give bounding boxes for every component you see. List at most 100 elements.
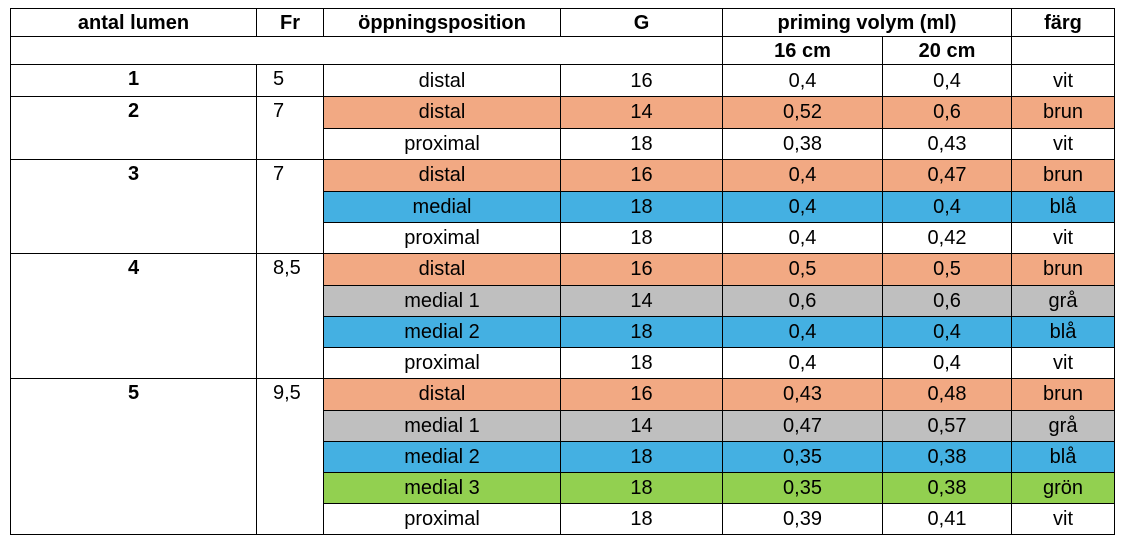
position-cell: proximal <box>323 127 561 160</box>
gauge-cell: 18 <box>560 471 723 504</box>
position-cell: medial 1 <box>323 409 561 442</box>
fr-cell <box>256 285 324 316</box>
gauge-cell: 18 <box>560 346 723 379</box>
fr-cell <box>256 128 324 160</box>
volume-20-cell: 0,43 <box>882 127 1012 160</box>
color-cell: vit <box>1011 64 1115 97</box>
volume-20-cell: 0,4 <box>882 190 1012 223</box>
volume-20-cell: 0,4 <box>882 346 1012 379</box>
fr-cell <box>256 316 324 347</box>
table-row: 3 7 distal 16 0,4 0,47 brun <box>10 159 1115 192</box>
fr-cell <box>256 222 324 254</box>
lumen-cell <box>10 410 257 441</box>
header-cell: färg <box>1011 8 1115 37</box>
lumen-cell: 2 <box>10 96 257 128</box>
subheader-cell: 16 cm <box>722 36 883 65</box>
table-row: medial 2 18 0,35 0,38 blå <box>10 440 1115 473</box>
volume-20-cell: 0,4 <box>882 64 1012 97</box>
table-row: 5 9,5 distal 16 0,43 0,48 brun <box>10 378 1115 411</box>
table-body: 1 5 distal 16 0,4 0,4 vit 2 7 distal 14 0,52 0,6 brun… <box>10 64 1115 535</box>
lumen-cell: 1 <box>10 64 257 97</box>
gauge-cell: 18 <box>560 221 723 254</box>
volume-16-cell: 0,35 <box>722 471 883 504</box>
header-cell: antal lumen <box>10 8 257 37</box>
gauge-cell: 16 <box>560 253 723 286</box>
fr-cell: 7 <box>256 159 324 191</box>
header-cell: öppningsposition <box>323 8 561 37</box>
header-cell: G <box>560 8 723 37</box>
subheader-cell: 20 cm <box>882 36 1012 65</box>
table: antal lumen Fr öppningsposition G primin… <box>10 8 1115 535</box>
lumen-cell <box>10 503 257 535</box>
empty-cell <box>1011 36 1115 65</box>
gauge-cell: 18 <box>560 127 723 160</box>
position-cell: medial 3 <box>323 471 561 504</box>
color-cell: vit <box>1011 346 1115 379</box>
table-row: proximal 18 0,38 0,43 vit <box>10 127 1115 160</box>
position-cell: distal <box>323 253 561 286</box>
gauge-cell: 16 <box>560 64 723 97</box>
fr-cell <box>256 441 324 472</box>
volume-16-cell: 0,5 <box>722 253 883 286</box>
gauge-cell: 18 <box>560 315 723 348</box>
fr-cell <box>256 410 324 441</box>
volume-16-cell: 0,4 <box>722 315 883 348</box>
color-cell: vit <box>1011 127 1115 160</box>
volume-16-cell: 0,4 <box>722 64 883 97</box>
volume-20-cell: 0,47 <box>882 159 1012 192</box>
volume-16-cell: 0,4 <box>722 159 883 192</box>
volume-20-cell: 0,57 <box>882 409 1012 442</box>
table-row: 1 5 distal 16 0,4 0,4 vit <box>10 64 1115 97</box>
volume-20-cell: 0,5 <box>882 253 1012 286</box>
table-row: proximal 18 0,4 0,4 vit <box>10 346 1115 379</box>
color-cell: grön <box>1011 471 1115 504</box>
volume-20-cell: 0,41 <box>882 502 1012 535</box>
table-row: medial 3 18 0,35 0,38 grön <box>10 471 1115 504</box>
lumen-cell <box>10 441 257 472</box>
color-cell: vit <box>1011 502 1115 535</box>
lumen-cell <box>10 316 257 347</box>
volume-20-cell: 0,6 <box>882 284 1012 317</box>
color-cell: brun <box>1011 378 1115 411</box>
volume-16-cell: 0,38 <box>722 127 883 160</box>
lumen-cell <box>10 222 257 254</box>
gauge-cell: 14 <box>560 96 723 129</box>
header-cell: priming volym (ml) <box>722 8 1012 37</box>
table-row: proximal 18 0,4 0,42 vit <box>10 221 1115 254</box>
position-cell: medial 2 <box>323 440 561 473</box>
volume-20-cell: 0,4 <box>882 315 1012 348</box>
volume-16-cell: 0,43 <box>722 378 883 411</box>
lumen-cell <box>10 347 257 379</box>
fr-cell <box>256 347 324 379</box>
color-cell: brun <box>1011 96 1115 129</box>
lumen-cell <box>10 472 257 503</box>
color-cell: brun <box>1011 159 1115 192</box>
fr-cell: 8,5 <box>256 253 324 285</box>
color-cell: grå <box>1011 284 1115 317</box>
volume-16-cell: 0,52 <box>722 96 883 129</box>
volume-16-cell: 0,47 <box>722 409 883 442</box>
table-row: medial 18 0,4 0,4 blå <box>10 190 1115 223</box>
fr-cell <box>256 472 324 503</box>
volume-16-cell: 0,39 <box>722 502 883 535</box>
lumen-cell: 5 <box>10 378 257 410</box>
volume-16-cell: 0,6 <box>722 284 883 317</box>
position-cell: distal <box>323 159 561 192</box>
volume-16-cell: 0,4 <box>722 190 883 223</box>
position-cell: distal <box>323 96 561 129</box>
lumen-cell: 3 <box>10 159 257 191</box>
color-cell: vit <box>1011 221 1115 254</box>
volume-20-cell: 0,38 <box>882 440 1012 473</box>
volume-20-cell: 0,48 <box>882 378 1012 411</box>
header-cell: Fr <box>256 8 324 37</box>
subheader-row: 16 cm 20 cm <box>10 36 1115 65</box>
lumen-cell: 4 <box>10 253 257 285</box>
color-cell: brun <box>1011 253 1115 286</box>
volume-20-cell: 0,38 <box>882 471 1012 504</box>
position-cell: proximal <box>323 346 561 379</box>
gauge-cell: 16 <box>560 378 723 411</box>
table-row: proximal 18 0,39 0,41 vit <box>10 502 1115 535</box>
fr-cell <box>256 503 324 535</box>
position-cell: distal <box>323 378 561 411</box>
gauge-cell: 18 <box>560 502 723 535</box>
